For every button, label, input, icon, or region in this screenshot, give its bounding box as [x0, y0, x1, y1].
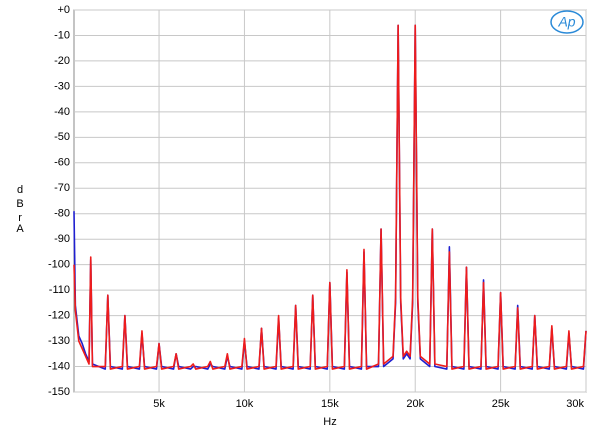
- y-axis-label: dBr: [14, 184, 26, 226]
- x-tick-label: 5k: [153, 398, 165, 410]
- x-tick-label: 20k: [406, 398, 424, 410]
- x-tick-label: 25k: [492, 398, 510, 410]
- y-tick-label: -20: [54, 55, 70, 67]
- y-tick-label: -110: [49, 284, 70, 296]
- y-tick-label: -100: [48, 259, 70, 271]
- y-tick-label: -150: [48, 386, 70, 398]
- y-tick-label: -130: [48, 335, 70, 347]
- y-tick-label: -70: [54, 182, 70, 194]
- y-tick-label: -60: [54, 157, 70, 169]
- y-tick-label: -40: [54, 106, 70, 118]
- x-tick-label: 10k: [236, 398, 254, 410]
- y-tick-label: -50: [54, 131, 70, 143]
- logo: Ap: [557, 14, 575, 30]
- y-tick-label: -10: [54, 29, 70, 41]
- y-tick-label: -120: [48, 310, 70, 322]
- logo-ring: [550, 10, 584, 34]
- y-tick-label: -30: [54, 80, 70, 92]
- y-axis-label-2: A: [16, 223, 24, 235]
- y-tick-label: -140: [48, 360, 70, 372]
- series-line: [73, 24, 587, 370]
- y-tick-label: -80: [54, 208, 70, 220]
- y-tick-label: -90: [54, 233, 70, 245]
- x-tick-label: 15k: [321, 398, 339, 410]
- x-tick-label: 30k: [566, 398, 584, 410]
- x-axis-label: Hz: [323, 416, 336, 428]
- y-tick-label: +0: [57, 4, 70, 16]
